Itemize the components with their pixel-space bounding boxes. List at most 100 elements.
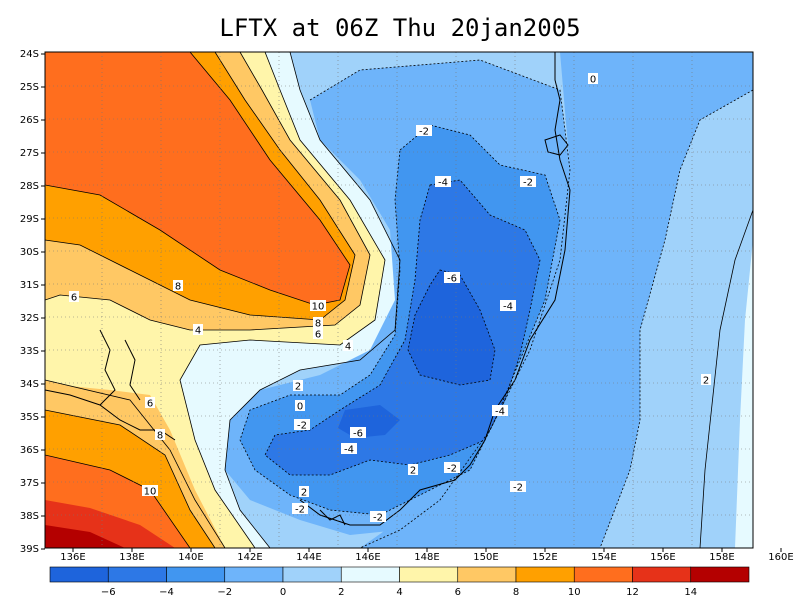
contour-label: -2 [513,483,523,494]
contour-label-bg [416,125,432,136]
contour-label: -4 [495,407,505,418]
lat-tick-label: 31S [20,280,39,291]
lon-tick-label: 150E [473,552,498,563]
lon-tick-label: 138E [119,552,144,563]
contour-label: -2 [297,421,307,432]
contour-label: 10 [144,487,157,498]
colorbar-label: 8 [513,587,519,598]
contour-label: 8 [175,282,181,293]
coastline [45,52,571,526]
contour-label: 0 [297,402,303,413]
colorbar-swatch [282,566,342,583]
contour-label-bg [313,328,323,339]
lat-tick-label: 34S [20,379,39,390]
lat-tick-label: 38S [20,511,39,522]
contour-label: -4 [344,445,354,456]
colorbar-swatch [340,566,400,583]
lat-tick-label: 24S [20,49,39,60]
contour-label: 8 [315,319,321,330]
colorbar-label: 4 [396,587,402,598]
lon-tick-label: 158E [709,552,734,563]
contour-label: 2 [295,382,301,393]
contour-label-bg [295,400,305,411]
contour-label-bg [142,485,158,496]
colorbar-label: −2 [217,587,232,598]
lon-tick-label: 152E [532,552,557,563]
lon-tick-label: 156E [650,552,675,563]
fill-band-14-plus [45,525,125,548]
colorbar-swatch [107,566,167,583]
contour-label-bg [370,511,386,522]
contour-label-bg [293,380,303,391]
map-title: LFTX at 06Z Thu 20jan2005 [219,14,581,42]
colorbar-label: 6 [455,587,461,598]
contour-label: 4 [195,326,201,337]
fill-band-2-4-east [735,240,753,548]
contour-label: -4 [503,302,513,313]
lat-tick-label: 33S [20,346,39,357]
lon-tick-label: 160E [768,552,793,563]
colorbar-swatch [515,566,575,583]
lon-tick-label: 142E [237,552,262,563]
lon-tick-label: 144E [296,552,321,563]
contour-label-bg [350,427,366,438]
map-frame [44,51,754,549]
colorbar-label: 12 [626,587,639,598]
contour-label: -2 [419,127,429,138]
lon-tick-label: 154E [591,552,616,563]
colorbar-swatch [632,566,692,583]
contour-label-bg [444,462,460,473]
contour-label-bg [155,429,165,440]
contour-label-bg [408,464,418,475]
contour-label-bg [444,272,460,283]
contour-label: 2 [301,488,307,499]
lon-tick-label: 148E [414,552,439,563]
lat-tick-label: 39S [20,544,39,555]
colorbar-label: −6 [101,587,116,598]
contour-label-bg [313,317,323,328]
contour-label: -4 [438,178,448,189]
contour-label-bg [173,280,183,291]
latitude-axis: 24S 25S 26S 27S 28S 29S 30S 31S 32S 33S 34S 35S 36S 3… [20,49,45,555]
contour-label-bg [310,300,326,311]
lat-tick-label: 32S [20,313,39,324]
contour-label: 8 [157,431,163,442]
contour-label: 2 [410,466,416,477]
contour-label-bg [701,374,711,385]
contour-label-bg [588,73,598,84]
colorbar-swatch [224,566,284,583]
colorbar-swatch [457,566,517,583]
contour-label: -6 [447,274,457,285]
lat-tick-label: 30S [20,247,39,258]
lat-tick-label: 35S [20,412,39,423]
colorbar-label: 2 [338,587,344,598]
lon-tick-label: 136E [60,552,85,563]
contour-label: -6 [353,429,363,440]
colorbar-swatch [49,566,109,583]
contour-label-bg [69,291,79,302]
contour-label: -2 [447,464,457,475]
colorbar-label: 10 [568,587,581,598]
contour-label: -2 [373,513,383,524]
colorbar-swatch [399,566,459,583]
contour-lines [45,52,753,548]
colorbar-label: 14 [684,587,697,598]
contour-label-bg [341,443,357,454]
lat-tick-label: 26S [20,115,39,126]
contour-label: 4 [345,342,351,353]
lat-tick-label: 29S [20,214,39,225]
contour-label-bg [292,503,308,514]
colorbar-label: 0 [280,587,286,598]
contour-label-bg [193,324,203,335]
contour-label: 6 [71,293,77,304]
contour-label-bg [145,397,155,408]
contour-label-bg [510,481,526,492]
lat-tick-label: 27S [20,148,39,159]
colorbar-swatch [166,566,226,583]
colorbar-swatch [573,566,633,583]
contour-label-bg [492,405,508,416]
contour-label: 10 [312,302,325,313]
fill-band-below-neg6-a [408,270,495,385]
lat-tick-label: 37S [20,478,39,489]
